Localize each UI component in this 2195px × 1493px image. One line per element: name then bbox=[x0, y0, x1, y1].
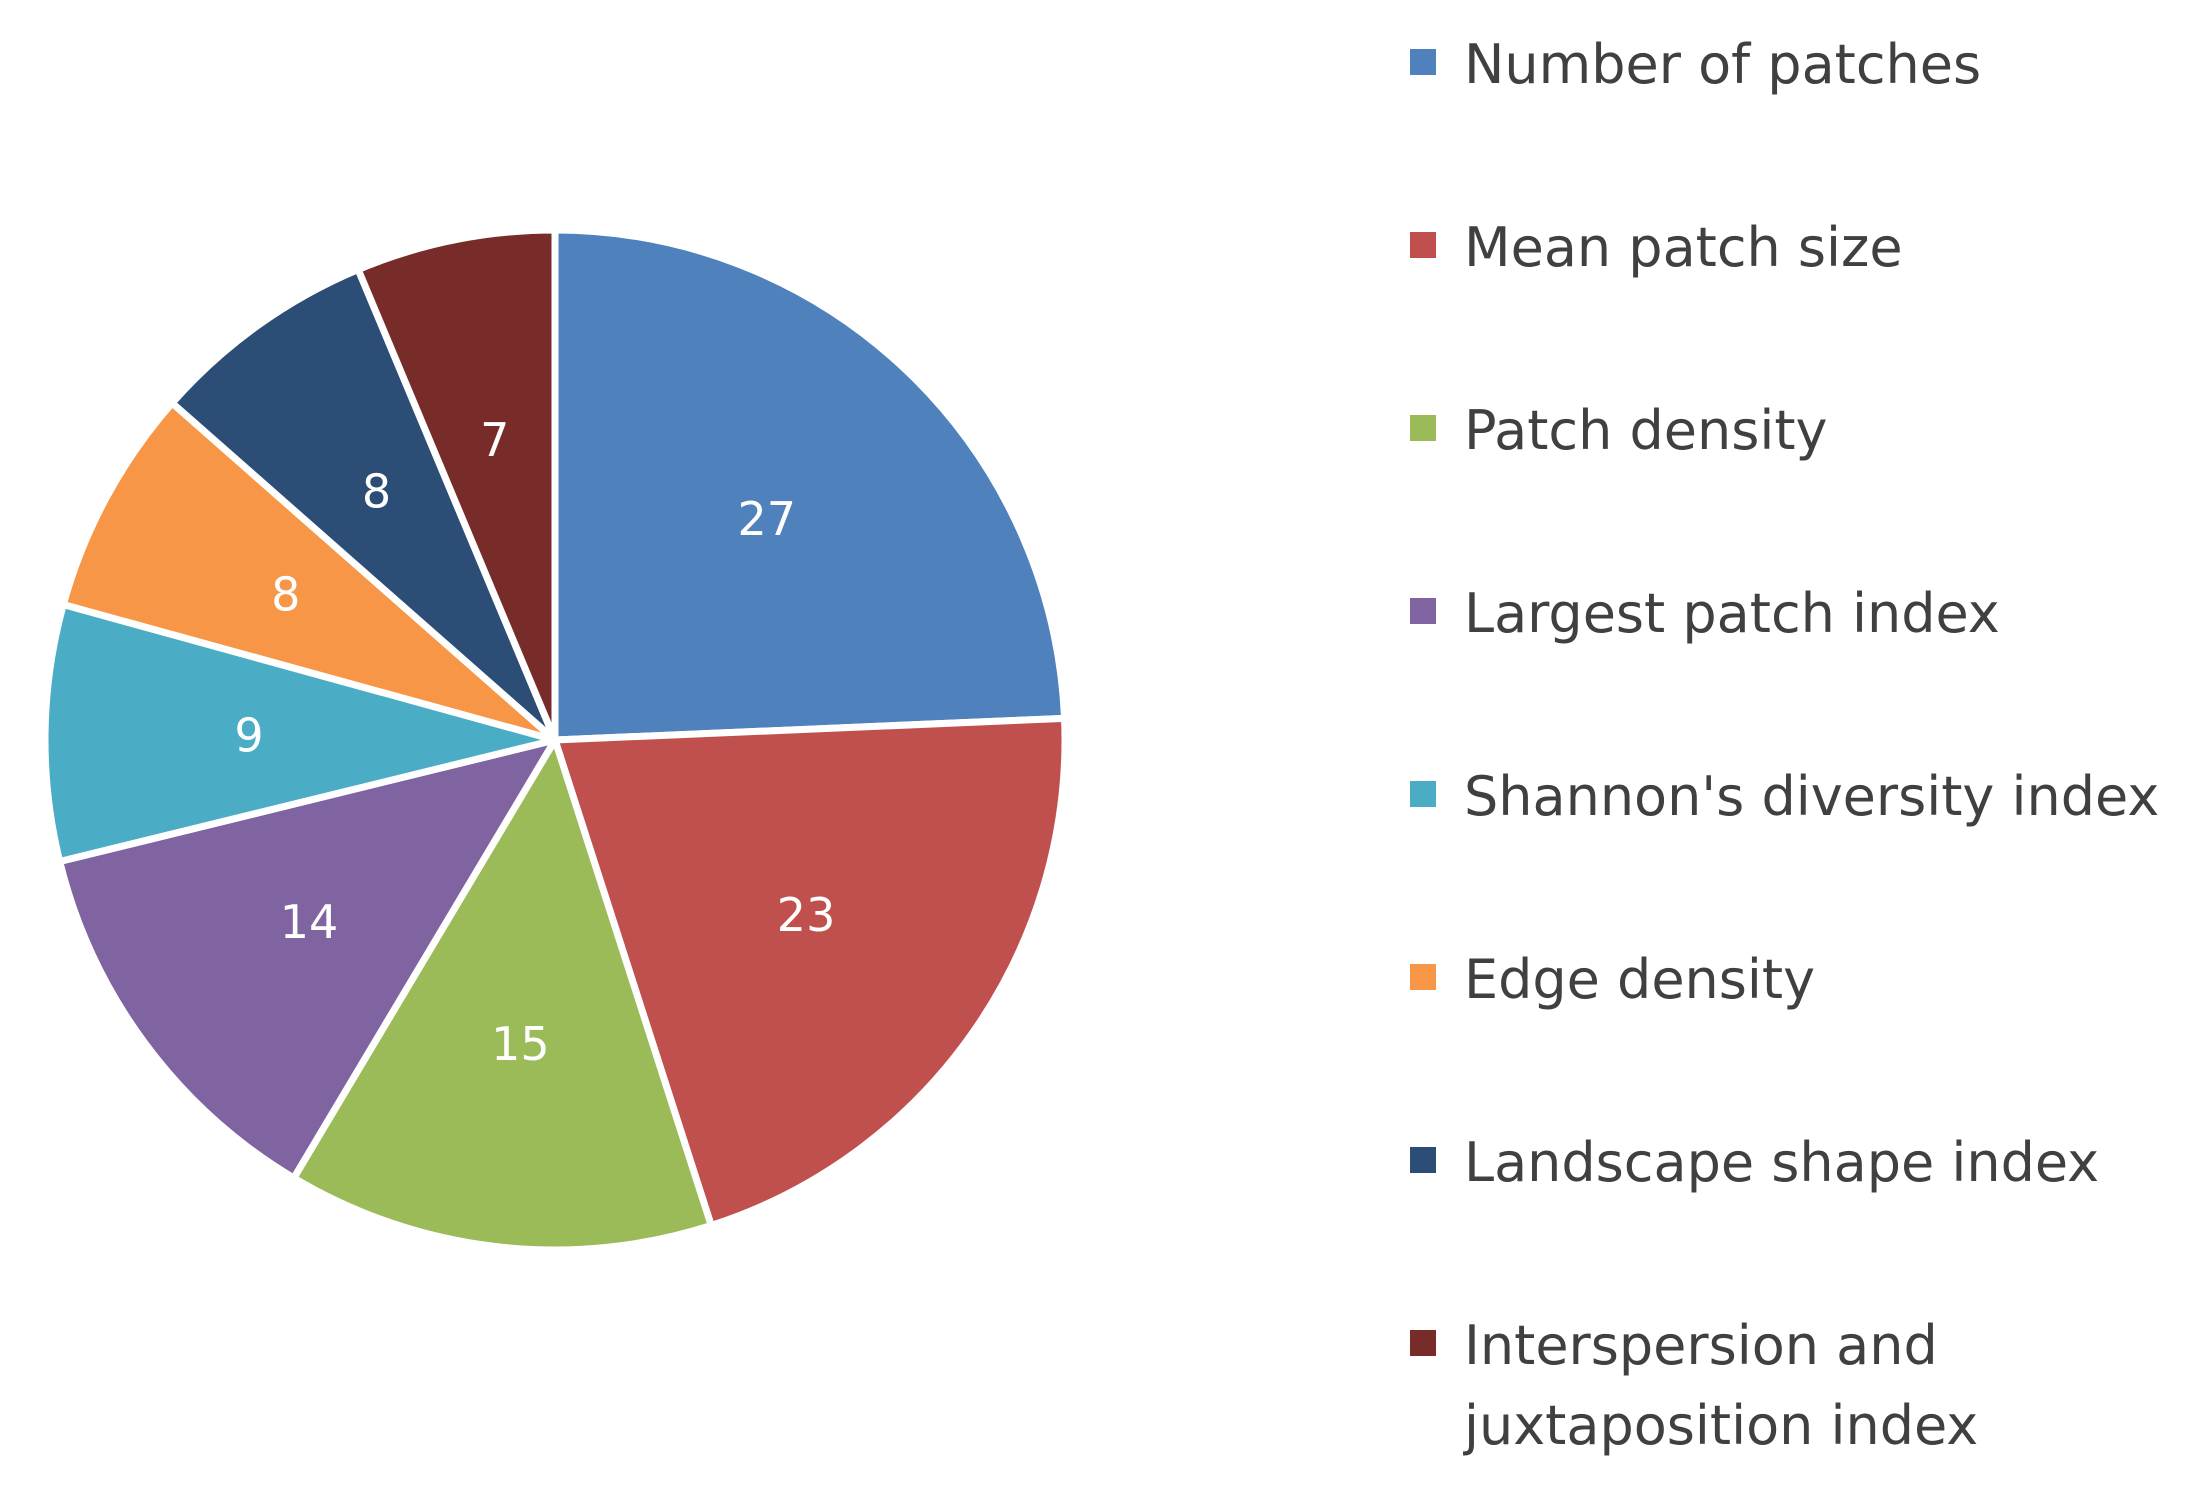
legend-item: Shannon's diversity index bbox=[1410, 757, 2184, 837]
legend-label: Patch density bbox=[1464, 399, 1828, 462]
slice-data-label: 27 bbox=[737, 492, 796, 546]
slice-data-label: 7 bbox=[480, 413, 509, 467]
legend-item: Largest patch index bbox=[1410, 574, 2184, 654]
legend-item: Patch density bbox=[1410, 391, 2184, 471]
pie-slice bbox=[354, 226, 559, 744]
legend-label: Shannon's diversity index bbox=[1464, 765, 2160, 828]
pie-slice bbox=[56, 736, 559, 1182]
pie-slice bbox=[59, 399, 559, 744]
legend-label: Number of patches bbox=[1464, 33, 1982, 96]
legend-item: Landscape shape index bbox=[1410, 1123, 2184, 1203]
legend-swatch bbox=[1410, 49, 1436, 75]
legend-swatch bbox=[1410, 964, 1436, 990]
legend-swatch bbox=[1410, 598, 1436, 624]
legend-label: Largest patch index bbox=[1464, 582, 2000, 645]
slice-data-label: 9 bbox=[234, 709, 263, 763]
legend-swatch bbox=[1410, 781, 1436, 807]
pie-slice bbox=[551, 714, 1069, 1229]
pie-chart: 27 23 15 14 9 8 8 7 bbox=[41, 226, 1069, 1254]
legend-item: Number of patches bbox=[1410, 25, 2184, 105]
legend-item: Mean patch size bbox=[1410, 208, 2184, 288]
legend-swatch bbox=[1410, 1147, 1436, 1173]
pie-slice bbox=[290, 736, 715, 1254]
legend-swatch bbox=[1410, 1330, 1436, 1356]
legend-swatch bbox=[1410, 415, 1436, 441]
legend-label: Landscape shape index bbox=[1464, 1131, 2100, 1194]
pie-slice bbox=[168, 266, 559, 744]
pie-slice bbox=[551, 226, 1069, 744]
pie-slice bbox=[41, 601, 559, 866]
legend-item: Edge density bbox=[1410, 940, 2184, 1020]
legend-item: Interspersion and juxtaposition index bbox=[1410, 1306, 2184, 1466]
legend-label: Mean patch size bbox=[1464, 216, 1903, 279]
slice-data-label: 14 bbox=[280, 895, 339, 949]
legend-label: Interspersion and juxtaposition index bbox=[1464, 1314, 1979, 1457]
slice-data-label: 15 bbox=[491, 1017, 550, 1071]
slice-data-label: 23 bbox=[777, 888, 836, 942]
legend-swatch bbox=[1410, 232, 1436, 258]
slice-data-label: 8 bbox=[271, 568, 300, 622]
legend-label: Edge density bbox=[1464, 948, 1816, 1011]
slice-data-label: 8 bbox=[362, 464, 391, 518]
